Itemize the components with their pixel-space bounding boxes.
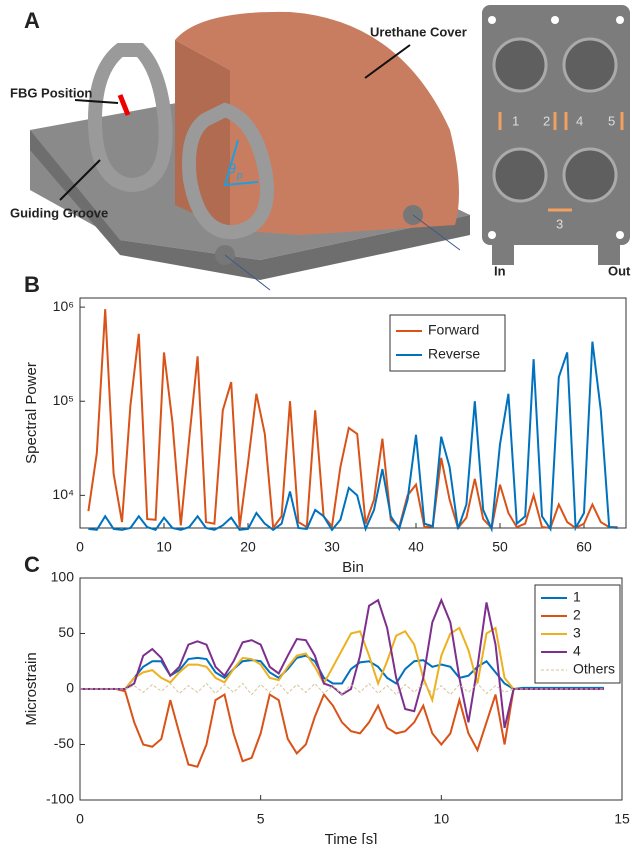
y-tick-label: 50 bbox=[58, 624, 74, 640]
x-tick-label: 30 bbox=[324, 539, 340, 555]
legend-label: 4 bbox=[573, 643, 581, 659]
y-axis-label: Microstrain bbox=[23, 652, 40, 725]
x-tick-label: 0 bbox=[76, 539, 84, 555]
annotation: FBG Position bbox=[10, 85, 92, 100]
data-line bbox=[80, 654, 604, 691]
x-tick-label: 20 bbox=[240, 539, 256, 555]
x-tick-label: 10 bbox=[156, 539, 172, 555]
x-axis-label: Bin bbox=[342, 559, 364, 576]
x-tick-label: 10 bbox=[434, 811, 450, 827]
y-tick-label: 10⁵ bbox=[53, 392, 74, 408]
annotation: Urethane Cover bbox=[370, 24, 467, 39]
legend-label: 3 bbox=[573, 625, 581, 641]
legend-label: Reverse bbox=[428, 346, 480, 362]
data-line bbox=[88, 341, 618, 533]
inset-number: 1 bbox=[512, 113, 519, 128]
data-line bbox=[80, 682, 604, 696]
x-tick-label: 15 bbox=[614, 811, 630, 827]
inset-number: 4 bbox=[576, 113, 583, 128]
x-axis-label: Time [s] bbox=[325, 831, 378, 844]
panel-label: A bbox=[24, 8, 40, 33]
y-tick-label: 10⁶ bbox=[53, 298, 74, 314]
x-tick-label: 0 bbox=[76, 811, 84, 827]
data-line bbox=[80, 597, 604, 729]
angle-symbol: θ bbox=[228, 161, 236, 177]
legend-label: Forward bbox=[428, 322, 479, 338]
x-tick-label: 60 bbox=[576, 539, 592, 555]
plot-area bbox=[79, 297, 627, 529]
y-axis-label: Spectral Power bbox=[23, 362, 40, 464]
panel-a-illustration bbox=[30, 5, 630, 291]
port-label: Out bbox=[608, 263, 631, 278]
y-tick-label: -100 bbox=[46, 791, 74, 807]
legend-box bbox=[389, 314, 506, 372]
legend-label: 2 bbox=[573, 607, 581, 623]
x-tick-label: 50 bbox=[492, 539, 508, 555]
y-tick-label: -50 bbox=[54, 735, 74, 751]
port-label: In bbox=[494, 263, 506, 278]
panel-label: B bbox=[24, 272, 40, 297]
data-line bbox=[80, 688, 604, 768]
panel-label: C bbox=[24, 552, 40, 577]
data-line bbox=[87, 309, 618, 531]
annotation: Guiding Groove bbox=[10, 205, 108, 220]
legend-label: 1 bbox=[573, 589, 581, 605]
y-tick-label: 0 bbox=[66, 680, 74, 696]
inset-number: 3 bbox=[556, 216, 563, 231]
x-tick-label: 5 bbox=[257, 811, 265, 827]
inset-number: 2 bbox=[543, 113, 550, 128]
x-tick-label: 40 bbox=[408, 539, 424, 555]
y-tick-label: 10⁴ bbox=[52, 486, 74, 502]
inset-number: 5 bbox=[608, 113, 615, 128]
y-tick-label: 100 bbox=[51, 569, 75, 585]
legend-label: Others bbox=[573, 661, 615, 677]
angle-subscript: p bbox=[236, 171, 243, 182]
